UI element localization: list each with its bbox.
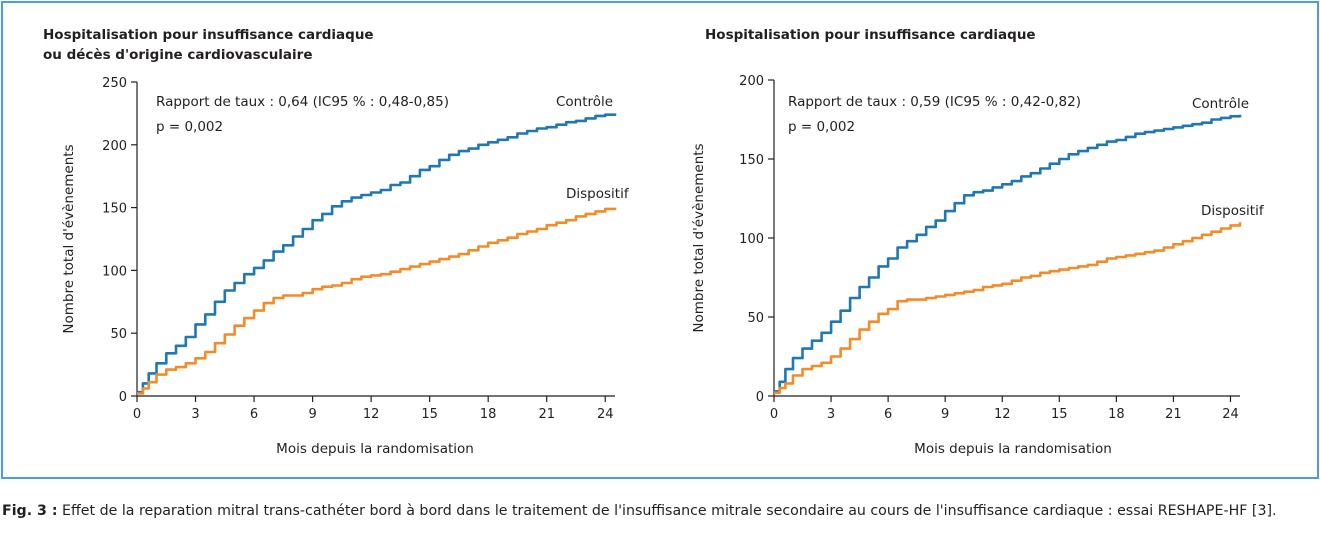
x-tick-label: 9	[941, 407, 949, 422]
x-tick-label: 3	[827, 407, 835, 422]
chart-title: ou décès d'origine cardiovasculaire	[43, 47, 313, 63]
series-line-controle	[137, 113, 617, 394]
chart-title: Hospitalisation pour insuffisance cardia…	[43, 27, 374, 43]
x-tick-label: 15	[421, 407, 438, 422]
x-tick-label: 24	[597, 407, 614, 422]
y-tick-label: 150	[102, 202, 127, 217]
x-tick-label: 6	[884, 407, 892, 422]
x-tick-label: 15	[1051, 407, 1068, 422]
stats-annotation: p = 0,002	[156, 119, 223, 135]
y-tick-label: 100	[739, 232, 764, 247]
x-tick-label: 3	[191, 407, 199, 422]
series-label-controle: Contrôle	[1192, 96, 1249, 112]
x-tick-label: 12	[994, 407, 1011, 422]
y-tick-label: 100	[102, 264, 127, 279]
series-line-controle	[774, 114, 1242, 393]
series-label-dispositif: Dispositif	[1201, 203, 1265, 219]
stats-annotation: p = 0,002	[788, 119, 855, 135]
x-tick-label: 18	[480, 407, 497, 422]
x-tick-label: 21	[1165, 407, 1182, 422]
figure-caption: Fig. 3 : Effet de la reparation mitral t…	[2, 501, 1318, 521]
y-tick-label: 0	[119, 390, 127, 405]
chart-left: Hospitalisation pour insuffisance cardia…	[43, 27, 630, 457]
series-label-dispositif: Dispositif	[566, 186, 630, 202]
series-line-dispositif	[137, 207, 617, 395]
chart-right: Hospitalisation pour insuffisance cardia…	[691, 27, 1265, 457]
y-tick-label: 200	[102, 139, 127, 154]
x-axis-label: Mois depuis la randomisation	[914, 441, 1112, 457]
y-tick-label: 200	[739, 74, 764, 89]
x-axis-label: Mois depuis la randomisation	[276, 441, 474, 457]
x-tick-label: 0	[133, 407, 141, 422]
stats-annotation: Rapport de taux : 0,59 (IC95 % : 0,42-0,…	[788, 94, 1081, 110]
x-tick-label: 9	[308, 407, 316, 422]
chart-title: Hospitalisation pour insuffisance cardia…	[705, 27, 1036, 43]
y-axis-label: Nombre total d'évènements	[691, 143, 707, 332]
stats-annotation: Rapport de taux : 0,64 (IC95 % : 0,48-0,…	[156, 94, 449, 110]
caption-label: Fig. 3 :	[2, 503, 58, 519]
series-label-controle: Contrôle	[556, 94, 613, 110]
figure-frame: Hospitalisation pour insuffisance cardia…	[1, 1, 1319, 479]
x-tick-label: 21	[538, 407, 555, 422]
y-tick-label: 250	[102, 76, 127, 91]
x-tick-label: 18	[1108, 407, 1125, 422]
caption-text: Effet de la reparation mitral trans-cath…	[62, 503, 1277, 519]
x-tick-label: 6	[250, 407, 258, 422]
x-tick-label: 24	[1222, 407, 1239, 422]
x-tick-label: 12	[363, 407, 380, 422]
x-tick-label: 0	[770, 407, 778, 422]
y-tick-label: 50	[747, 311, 764, 326]
y-tick-label: 50	[110, 327, 127, 342]
series-line-dispositif	[774, 222, 1242, 395]
y-tick-label: 0	[756, 390, 764, 405]
y-axis-label: Nombre total d'évènements	[61, 144, 77, 333]
y-tick-label: 150	[739, 153, 764, 168]
